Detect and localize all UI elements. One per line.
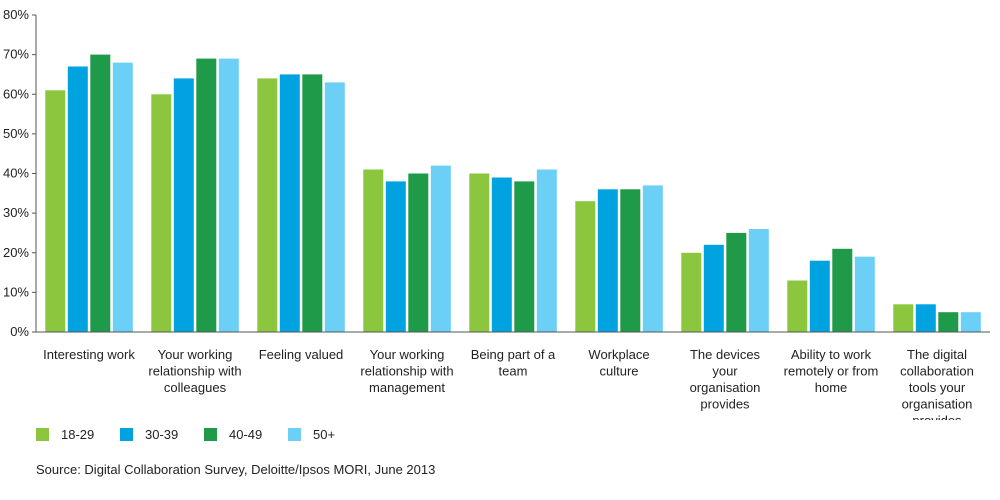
category-labels: Interesting work Your working relationship… (43, 347, 974, 420)
bar (703, 244, 724, 332)
bar (408, 173, 429, 332)
bar (257, 78, 278, 333)
bar-chart: 0% 10% 20% 30% 40% 50% 60% 70% 80% Interesting w… (3, 7, 990, 420)
bar (90, 54, 111, 332)
x-category-label: Feeling valued (259, 347, 344, 362)
bar (960, 312, 981, 332)
y-tick-label: 80% (3, 7, 29, 22)
bar (196, 58, 217, 332)
legend-item: 50+ (288, 427, 372, 442)
bar (597, 189, 618, 332)
bar (302, 74, 323, 333)
bar (726, 232, 747, 332)
bar (854, 256, 875, 332)
y-tick-label: 50% (3, 126, 29, 141)
bar (151, 94, 172, 333)
bar (642, 185, 663, 332)
bar (575, 201, 596, 332)
legend: 18-29 30-39 40-49 50+ (36, 427, 372, 442)
bar (491, 177, 512, 332)
x-category-label: Interesting work (43, 347, 135, 362)
legend-swatch (288, 428, 301, 441)
bar (218, 58, 239, 332)
y-tick-label: 30% (3, 205, 29, 220)
x-category-label: Workplace culture (588, 347, 649, 379)
source-note: Source: Digital Collaboration Survey, De… (36, 462, 436, 477)
x-category-label: Your working relationship with management (360, 347, 453, 395)
legend-swatch (120, 428, 133, 441)
y-tick-label: 10% (3, 284, 29, 299)
legend-swatch (36, 428, 49, 441)
y-tick-label: 20% (3, 245, 29, 260)
bar (430, 165, 451, 332)
bar (893, 304, 914, 332)
y-tick-label: 60% (3, 86, 29, 101)
bar (809, 260, 830, 332)
y-tick-label: 0% (10, 324, 29, 339)
bar (173, 78, 194, 333)
bar (279, 74, 300, 333)
x-category-label: The digital collaboration tools your organi… (900, 347, 974, 420)
x-category-label: Ability to work remotely or from home (784, 347, 879, 395)
bar (748, 229, 769, 332)
bar (112, 62, 133, 332)
legend-label: 50+ (313, 427, 336, 442)
bar (832, 248, 853, 332)
bar (324, 82, 345, 333)
y-axis-ticks: 0% 10% 20% 30% 40% 50% 60% 70% 80% (3, 7, 36, 339)
legend-item: 30-39 (120, 427, 204, 442)
y-tick-label: 70% (3, 47, 29, 62)
bar (469, 173, 490, 332)
y-tick-label: 40% (3, 166, 29, 181)
bar (681, 252, 702, 333)
bar (938, 312, 959, 332)
legend-label: 18-29 (61, 427, 95, 442)
bar (67, 66, 88, 332)
legend-swatch (204, 428, 217, 441)
legend-label: 40-49 (229, 427, 263, 442)
bar (620, 189, 641, 332)
bar (514, 181, 535, 332)
x-category-label: Your working relationship with colleagues (148, 347, 241, 395)
x-category-label: The devices your organisation provides (690, 347, 761, 412)
bar (45, 90, 66, 332)
x-category-label: Being part of a team (471, 347, 556, 379)
bar (385, 181, 406, 332)
bar (363, 169, 384, 332)
bar (915, 304, 936, 332)
bar (536, 169, 557, 332)
bars-group (45, 54, 981, 333)
legend-label: 30-39 (145, 427, 179, 442)
bar (787, 280, 808, 332)
legend-item: 40-49 (204, 427, 288, 442)
legend-item: 18-29 (36, 427, 120, 442)
